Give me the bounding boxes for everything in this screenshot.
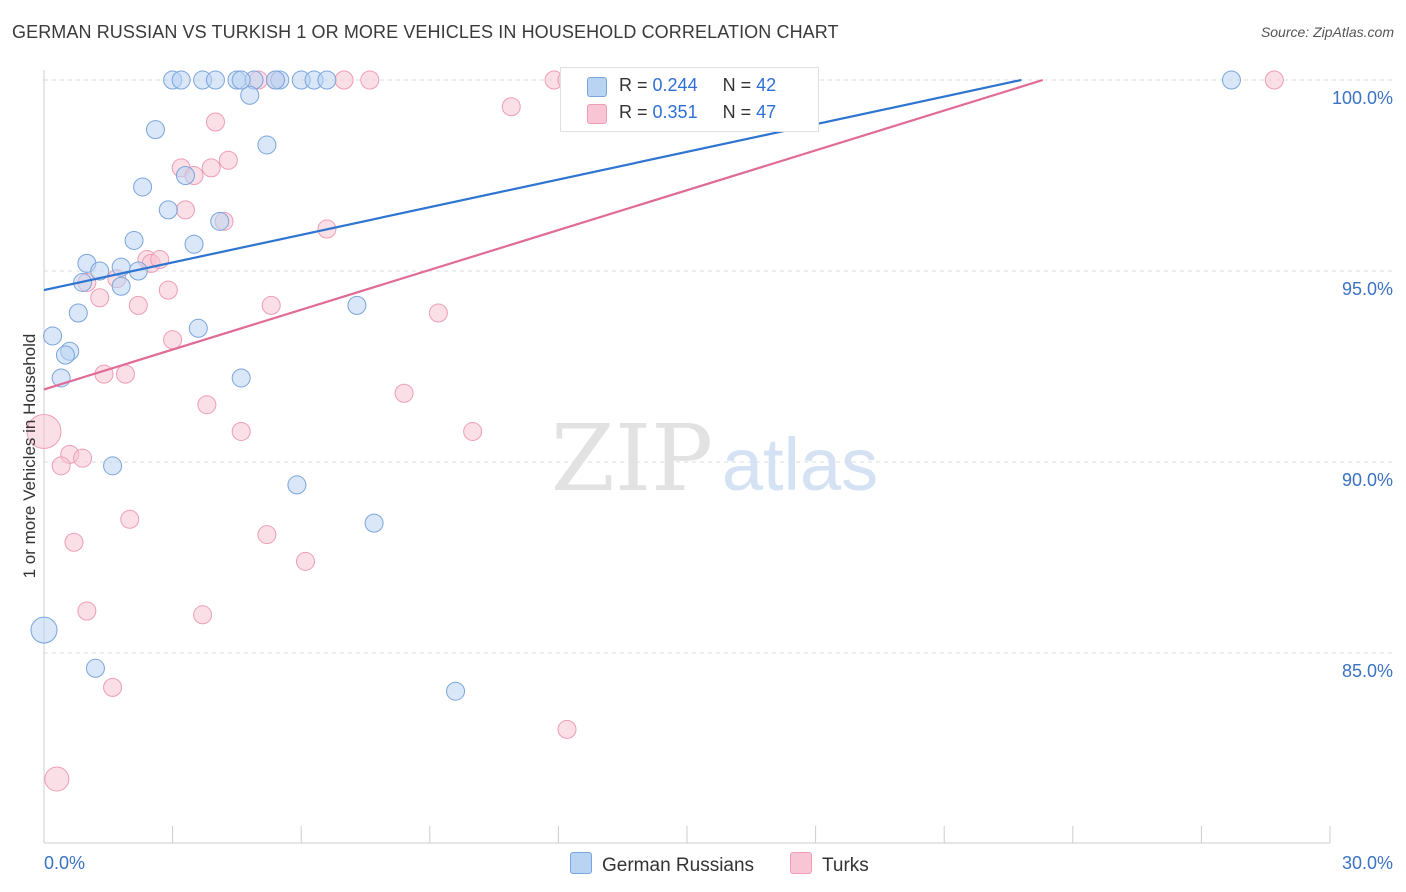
turks-point bbox=[175, 200, 195, 220]
german-russians-point bbox=[188, 318, 208, 338]
trend-line-turks bbox=[43, 78, 1044, 391]
turks-point bbox=[1264, 70, 1284, 90]
y-tick-label: 85.0% bbox=[1342, 661, 1393, 681]
legend-swatch-blue bbox=[587, 77, 607, 97]
german-russians-point bbox=[111, 276, 131, 296]
german-russians-point bbox=[210, 211, 230, 231]
german-russians-point bbox=[175, 166, 195, 185]
turks-point bbox=[90, 288, 110, 308]
legend-r-label: R = bbox=[619, 102, 648, 122]
turks-point bbox=[128, 295, 148, 315]
legend-n-value: 47 bbox=[756, 102, 777, 122]
legend-swatch-pink bbox=[587, 104, 607, 124]
legend-swatch-blue bbox=[570, 852, 592, 874]
legend-item-german-russians[interactable]: German Russians bbox=[570, 852, 754, 877]
turks-point bbox=[231, 421, 251, 441]
turks-point bbox=[73, 448, 93, 468]
german-russians-points bbox=[30, 70, 1241, 701]
legend-item-turks[interactable]: Turks bbox=[790, 852, 869, 877]
trend-line-german-russians bbox=[43, 78, 1022, 292]
german-russians-point bbox=[265, 70, 285, 90]
german-russians-point bbox=[240, 85, 260, 105]
legend-n-label: N = bbox=[722, 102, 752, 122]
turks-point bbox=[51, 456, 71, 476]
turks-point bbox=[557, 719, 577, 739]
legend-swatch-pink bbox=[790, 852, 812, 874]
turks-point bbox=[197, 395, 217, 415]
german-russians-point bbox=[30, 616, 58, 644]
legend-r-value: 0.244 bbox=[652, 75, 698, 95]
german-russians-point bbox=[231, 70, 251, 90]
german-russians-point bbox=[68, 303, 88, 323]
legend-n-label: N = bbox=[722, 75, 752, 95]
german-russians-point bbox=[347, 295, 367, 315]
turks-point bbox=[193, 605, 213, 625]
german-russians-point bbox=[103, 456, 123, 476]
german-russians-point bbox=[317, 70, 337, 90]
legend-label: Turks bbox=[822, 855, 869, 876]
legend-r-label: R = bbox=[619, 75, 648, 95]
turks-point bbox=[218, 150, 238, 170]
turks-point bbox=[115, 364, 135, 384]
watermark-atlas: atlas bbox=[722, 423, 878, 506]
german-russians-point bbox=[231, 368, 251, 388]
turks-point bbox=[257, 525, 277, 545]
german-russians-point bbox=[205, 70, 225, 90]
turks-point bbox=[360, 70, 380, 90]
german-russians-point bbox=[145, 120, 165, 140]
german-russians-point bbox=[171, 70, 191, 90]
german-russians-point bbox=[446, 681, 466, 701]
german-russians-point bbox=[257, 135, 277, 155]
x-tick-label: 30.0% bbox=[1342, 853, 1393, 873]
legend-n-value: 42 bbox=[756, 75, 777, 95]
turks-point bbox=[120, 509, 140, 529]
y-tick-label: 95.0% bbox=[1342, 279, 1393, 299]
german-russians-point bbox=[90, 261, 110, 281]
turks-point bbox=[501, 97, 521, 117]
y-tick-label: 100.0% bbox=[1332, 88, 1393, 108]
german-russians-point bbox=[85, 658, 105, 678]
turks-point bbox=[103, 677, 123, 697]
german-russians-point bbox=[364, 513, 384, 533]
trend-lines bbox=[43, 78, 1044, 391]
tick-labels: 85.0% 90.0% 95.0% 100.0% 0.0% 30.0% bbox=[44, 88, 1393, 873]
watermark: ZIP atlas bbox=[551, 405, 878, 512]
legend-label: German Russians bbox=[602, 855, 755, 876]
legend-r-value: 0.351 bbox=[652, 102, 698, 122]
german-russians-point bbox=[1221, 70, 1241, 90]
german-russians-point bbox=[55, 345, 75, 365]
turks-point bbox=[64, 532, 84, 552]
turks-point bbox=[261, 295, 281, 315]
turks-point bbox=[26, 413, 62, 449]
correlation-legend: R = 0.244 N = 42 R = 0.351 N = 47 bbox=[560, 67, 819, 132]
turks-point bbox=[44, 766, 70, 792]
y-tick-label: 90.0% bbox=[1342, 470, 1393, 490]
turks-point bbox=[334, 70, 354, 90]
turks-point bbox=[463, 421, 483, 441]
turks-point bbox=[158, 280, 178, 300]
turks-point bbox=[201, 158, 221, 178]
source-label: Source: ZipAtlas.com bbox=[1260, 24, 1394, 40]
german-russians-point bbox=[287, 475, 307, 495]
german-russians-point bbox=[158, 200, 178, 220]
german-russians-point bbox=[43, 326, 63, 346]
turks-point bbox=[163, 330, 183, 350]
watermark-zip: ZIP bbox=[551, 405, 713, 512]
german-russians-point bbox=[133, 177, 153, 197]
gridlines bbox=[44, 79, 1392, 654]
axes bbox=[43, 70, 1331, 844]
x-tick-label: 0.0% bbox=[44, 853, 85, 873]
turks-point bbox=[295, 551, 315, 571]
chart-title: GERMAN RUSSIAN VS TURKISH 1 OR MORE VEHI… bbox=[12, 22, 839, 42]
turks-point bbox=[428, 303, 448, 323]
y-axis-title: 1 or more Vehicles in Household bbox=[20, 333, 39, 579]
turks-point bbox=[394, 383, 414, 403]
german-russians-point bbox=[184, 234, 204, 254]
turks-point bbox=[205, 112, 225, 132]
turks-point bbox=[77, 601, 97, 621]
german-russians-point bbox=[124, 230, 144, 250]
